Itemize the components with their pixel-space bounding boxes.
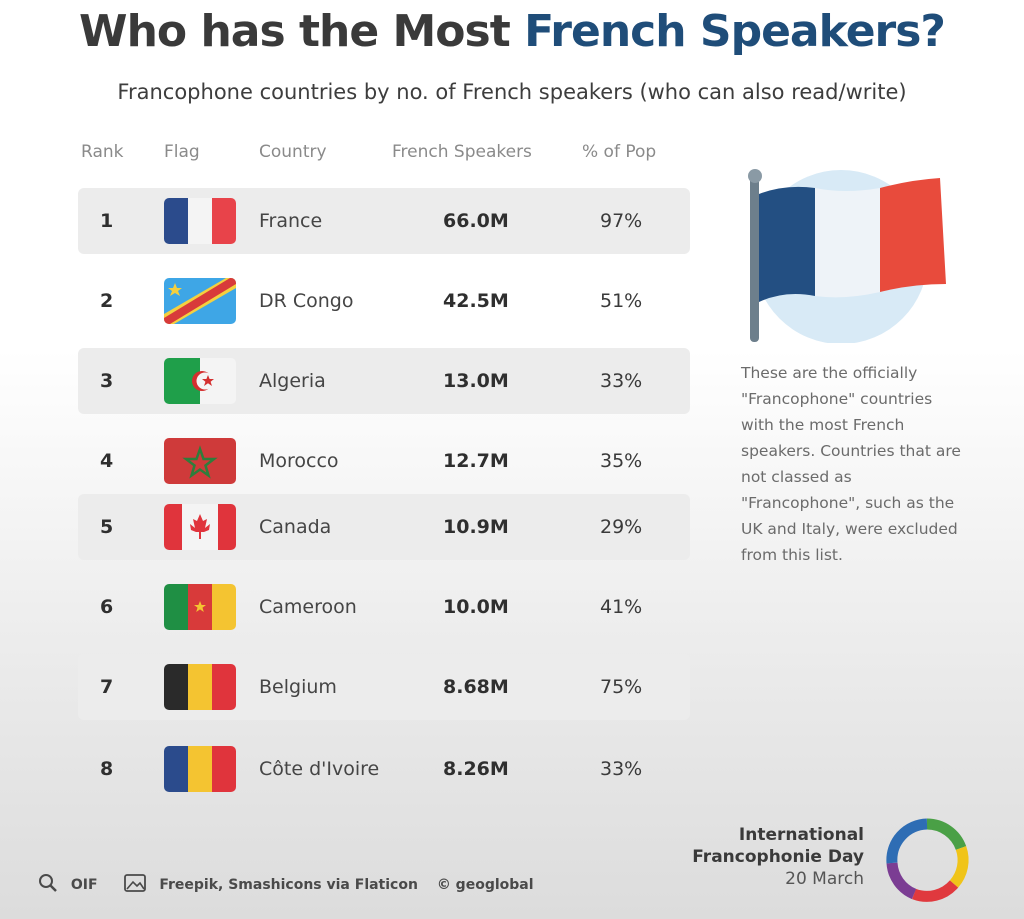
icons-credit: Freepik, Smashicons via Flaticon [159, 877, 418, 893]
rank-cell: 8 [100, 758, 114, 780]
event-label: International Francophonie Day 20 March [650, 824, 864, 890]
table-row: 6 Cameroon 10.0M 41% [78, 574, 690, 640]
country-cell: Algeria [259, 370, 326, 392]
country-cell: Morocco [259, 450, 339, 472]
rank-cell: 4 [100, 450, 114, 472]
speakers-cell: 66.0M [443, 210, 509, 232]
country-cell: France [259, 210, 323, 232]
table-row: 3 Algeria 13.0M 33% [78, 348, 690, 414]
column-header-rank: Rank [81, 142, 124, 162]
country-cell: Canada [259, 516, 332, 538]
table-row: 4 Morocco 12.7M 35% [78, 428, 690, 494]
subtitle: Francophone countries by no. of French s… [117, 80, 907, 104]
table-row: 1 France 66.0M 97% [78, 188, 690, 254]
speakers-cell: 10.9M [443, 516, 509, 538]
table-row: 5 Canada 10.9M 29% [78, 494, 690, 560]
column-header-pct: % of Pop [582, 142, 657, 162]
country-cell: Côte d'Ivoire [259, 758, 380, 780]
cote-divoire-flag [164, 746, 236, 792]
column-header-speakers: French Speakers [392, 142, 532, 162]
pct-cell: 97% [600, 210, 643, 232]
image-icon [124, 874, 147, 896]
pct-cell: 51% [600, 290, 643, 312]
speakers-cell: 8.26M [443, 758, 509, 780]
country-cell: Belgium [259, 676, 337, 698]
rank-cell: 1 [100, 210, 114, 232]
rank-cell: 3 [100, 370, 114, 392]
copyright: © geoglobal [436, 877, 534, 893]
pct-cell: 33% [600, 758, 643, 780]
pct-cell: 35% [600, 450, 643, 472]
rank-cell: 2 [100, 290, 114, 312]
title-highlight: French Speakers? [524, 6, 946, 57]
france-flag-illustration [748, 169, 946, 343]
speakers-cell: 13.0M [443, 370, 509, 392]
ranking-table: Rank Flag Country French Speakers % of P… [78, 138, 690, 798]
footer: OIF Freepik, Smashicons via Flaticon © g… [38, 873, 534, 897]
country-cell: Cameroon [259, 596, 357, 618]
pct-cell: 75% [600, 676, 643, 698]
event-line-2: Francophonie Day [692, 847, 864, 867]
column-header-country: Country [259, 142, 327, 162]
pct-cell: 33% [600, 370, 643, 392]
belgium-flag [164, 664, 236, 710]
algeria-flag [164, 358, 236, 404]
rank-cell: 6 [100, 596, 114, 618]
country-cell: DR Congo [259, 290, 354, 312]
francophonie-logo-icon [886, 818, 969, 902]
speakers-cell: 42.5M [443, 290, 509, 312]
table-row: 2 DR Congo 42.5M 51% [78, 268, 690, 334]
table-row: 7 Belgium 8.68M 75% [78, 654, 690, 720]
pct-cell: 29% [600, 516, 643, 538]
cameroon-flag [164, 584, 236, 630]
title-prefix: Who has the Most [79, 6, 511, 57]
search-icon [38, 873, 58, 897]
canada-flag [164, 504, 236, 550]
event-date: 20 March [785, 869, 864, 889]
rank-cell: 5 [100, 516, 114, 538]
france-flag [164, 198, 236, 244]
morocco-flag [164, 438, 236, 484]
table-row: 8 Côte d'Ivoire 8.26M 33% [78, 736, 690, 802]
dr-congo-flag [164, 278, 236, 324]
pct-cell: 41% [600, 596, 643, 618]
speakers-cell: 10.0M [443, 596, 509, 618]
page-title: Who has the Most French Speakers? [0, 6, 1024, 57]
event-line-1: International [738, 825, 864, 845]
explanatory-note: These are the officially "Francophone" c… [741, 364, 961, 564]
speakers-cell: 8.68M [443, 676, 509, 698]
source-text: OIF [70, 877, 98, 893]
speakers-cell: 12.7M [443, 450, 509, 472]
column-header-flag: Flag [164, 142, 200, 162]
rank-cell: 7 [100, 676, 114, 698]
